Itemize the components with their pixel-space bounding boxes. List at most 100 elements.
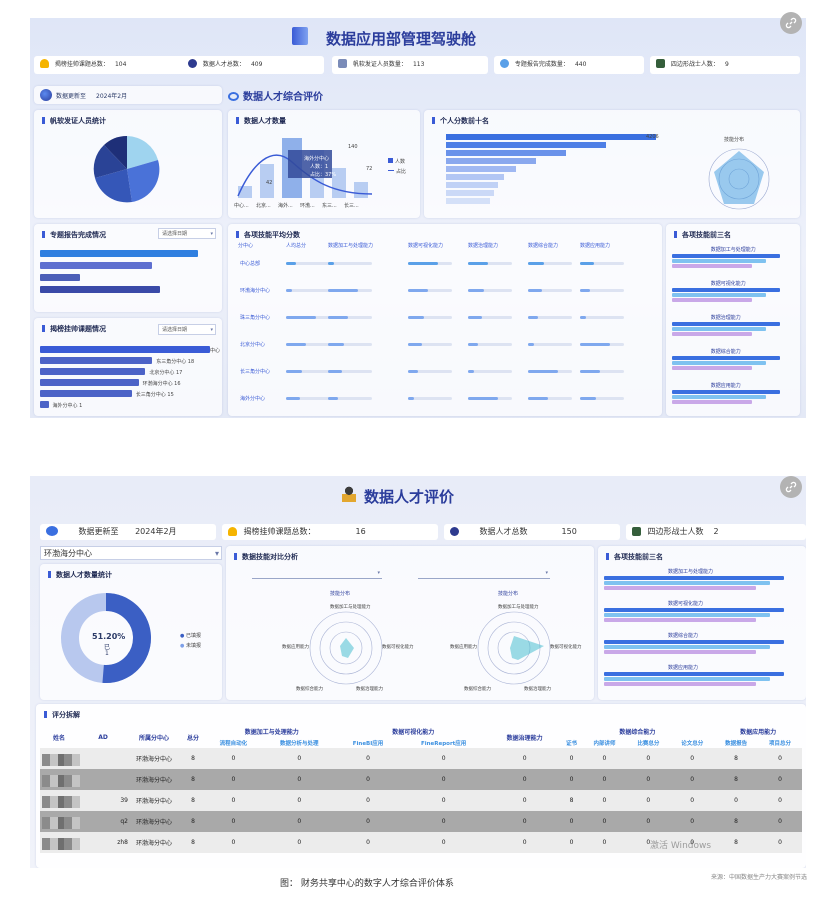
skill-radar: [708, 148, 770, 210]
sub-header[interactable]: 内部讲师: [593, 740, 616, 747]
report-bar: [40, 250, 198, 257]
skill-label: 数据可视化能力: [668, 601, 704, 607]
cell-score: 8: [714, 748, 759, 769]
score-track: [580, 316, 624, 319]
pie-slice: [104, 135, 127, 169]
score-bar: [446, 142, 606, 148]
score-fill: [408, 262, 438, 265]
sub-header[interactable]: 论文总分: [681, 740, 704, 747]
table-row[interactable]: zh8 环渤海分中心 8 0 0 0 0 0 0 0 0 0 8 0: [40, 832, 802, 853]
sub-header[interactable]: FineBI应用: [352, 740, 384, 747]
legend-filled: ● 已填报: [180, 633, 201, 639]
stat-warriors: 四边形战士人数： 9: [650, 56, 800, 74]
header-ad[interactable]: AD: [98, 733, 108, 741]
top-skill-bar: [672, 400, 752, 404]
radar-axis-label: 数据治理能力: [356, 687, 383, 692]
sub-header[interactable]: 数据报告: [725, 740, 748, 747]
column-header: 数据可视化能力: [408, 243, 444, 249]
report-bar: [40, 274, 80, 281]
dashboard-title-2: 数据人才评价: [364, 488, 455, 506]
cell-score: 0: [337, 769, 399, 790]
cell-score: 0: [758, 748, 802, 769]
cell-score: 0: [206, 790, 261, 811]
cell-score: 0: [626, 769, 671, 790]
top-skill-bar: [604, 586, 756, 590]
column-header: 分中心: [238, 243, 254, 249]
header-total[interactable]: 总分: [186, 734, 199, 742]
score-track: [528, 397, 572, 400]
score-fill: [580, 262, 594, 265]
header-center[interactable]: 所属分中心: [138, 734, 169, 742]
score-track: [468, 262, 512, 265]
sub-header[interactable]: FineReport应用: [420, 740, 467, 747]
score-fill: [408, 289, 428, 292]
radar-axis-label: 数据综合能力: [296, 687, 323, 692]
top-skill-bar: [672, 366, 752, 370]
top-skill-bar: [604, 613, 770, 617]
sub-header[interactable]: 证书: [566, 740, 578, 747]
cell-center: 环渤海分中心: [128, 748, 180, 769]
top-skill-bar: [672, 395, 766, 399]
score-fill: [528, 370, 558, 373]
row-label: 海外分中心: [240, 396, 266, 402]
category-tick: 中心...: [234, 203, 249, 209]
score-track: [580, 370, 624, 373]
score-fill: [328, 316, 348, 319]
sub-header[interactable]: 数据分析与处理: [279, 740, 319, 747]
compare-select-right[interactable]: [418, 568, 550, 579]
skill-label: 数据应用能力: [710, 383, 741, 389]
score-fill: [580, 343, 610, 346]
legend-swatch: ●: [180, 633, 186, 639]
cell-score: 0: [206, 748, 261, 769]
jiebang-date-select[interactable]: 请选择日期: [158, 324, 216, 335]
compare-select-left[interactable]: [252, 568, 382, 579]
score-track: [468, 343, 512, 346]
cell-score: 0: [260, 811, 338, 832]
link-icon[interactable]: [780, 12, 802, 34]
top-skill-bar: [604, 677, 770, 681]
dashboard-screenshot-2: 数据人才评价 数据更新至 2024年2月 揭榜挂帅课题总数： 16 数据人才总数 1…: [30, 476, 806, 868]
pie-slice: [127, 160, 160, 202]
redacted-name: [42, 775, 80, 787]
score-track: [286, 370, 330, 373]
cell-score: 0: [398, 790, 489, 811]
cell-score: 0: [398, 832, 489, 853]
sub-header[interactable]: 项目总分: [769, 740, 792, 747]
cell-score: 0: [398, 769, 489, 790]
cell-total: 8: [180, 790, 206, 811]
talent-count-panel: 数据人才数量 海外分中心 人数：1 占比：37% 140 72 42 中心...…: [228, 110, 420, 218]
column-header: 数据应用能力: [580, 243, 611, 249]
sub-header[interactable]: 比赛总分: [637, 740, 660, 747]
score-fill: [408, 397, 414, 400]
table-row[interactable]: q2 环渤海分中心 8 0 0 0 0 0 0 0 0 0 8 0: [40, 811, 802, 832]
score-bar: [446, 158, 536, 164]
cell-total: 8: [180, 811, 206, 832]
top-skill-bar: [672, 259, 766, 263]
category-tick: 海外...: [278, 203, 293, 209]
top-ten-panel: 个人分数前十名 4206 技能分布: [424, 110, 800, 218]
cell-score: 0: [337, 832, 399, 853]
talent-stats-panel: 数据人才数量统计 51.20% 已 1 ● 已填报 ● 未填报: [40, 564, 222, 700]
cell-score: 0: [582, 811, 627, 832]
cell-score: 0: [582, 769, 627, 790]
score-bar: [446, 182, 498, 188]
score-track: [286, 262, 330, 265]
header-name[interactable]: 姓名: [52, 734, 65, 742]
link-icon[interactable]: [780, 476, 802, 498]
table-row[interactable]: 环渤海分中心 8 0 0 0 0 0 0 0 0 0 8 0: [40, 769, 802, 790]
table-row[interactable]: 39 环渤海分中心 8 0 0 0 0 0 8 0 0 0 0 0: [40, 790, 802, 811]
score-fill: [408, 316, 424, 319]
score-fill: [408, 370, 418, 373]
score-fill: [408, 343, 422, 346]
table-row[interactable]: 环渤海分中心 8 0 0 0 0 0 0 0 0 0 8 0: [40, 748, 802, 769]
center-select[interactable]: 环渤海分中心: [40, 546, 222, 560]
legend-swatch: [388, 158, 393, 163]
cell-score: 0: [560, 811, 583, 832]
cell-score: 0: [560, 748, 583, 769]
cell-score: 0: [398, 811, 489, 832]
trophy-icon: [40, 59, 49, 68]
report-date-select[interactable]: 请选择日期: [158, 228, 216, 239]
cell-score: 0: [670, 811, 715, 832]
sub-header[interactable]: 流程自动化: [219, 740, 248, 747]
score-fill: [328, 343, 344, 346]
